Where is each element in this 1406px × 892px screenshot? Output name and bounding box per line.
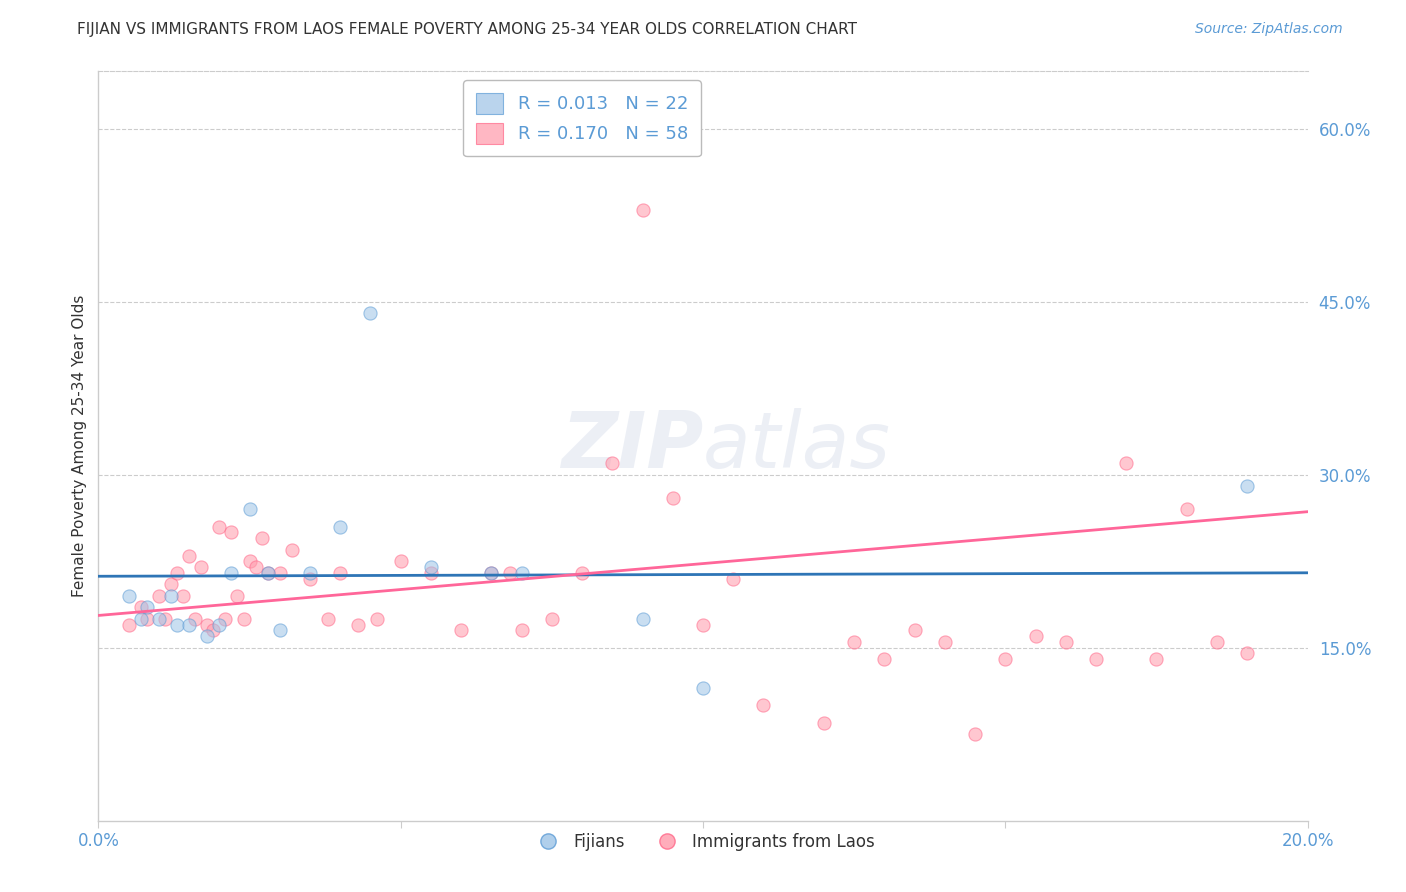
Immigrants from Laos bbox=[256, 566, 278, 580]
Immigrants from Laos bbox=[1085, 652, 1108, 666]
Fijians bbox=[160, 589, 183, 603]
Immigrants from Laos bbox=[450, 624, 472, 638]
Fijians bbox=[166, 617, 188, 632]
Immigrants from Laos bbox=[1144, 652, 1167, 666]
Fijians bbox=[129, 612, 152, 626]
Immigrants from Laos bbox=[420, 566, 443, 580]
Fijians bbox=[179, 617, 201, 632]
Fijians bbox=[256, 566, 278, 580]
Immigrants from Laos bbox=[752, 698, 775, 713]
Fijians bbox=[148, 612, 170, 626]
Immigrants from Laos bbox=[214, 612, 236, 626]
Immigrants from Laos bbox=[873, 652, 896, 666]
Immigrants from Laos bbox=[153, 612, 176, 626]
Immigrants from Laos bbox=[692, 617, 714, 632]
Fijians bbox=[221, 566, 243, 580]
Immigrants from Laos bbox=[1054, 635, 1077, 649]
Immigrants from Laos bbox=[232, 612, 254, 626]
Immigrants from Laos bbox=[723, 572, 745, 586]
Fijians bbox=[239, 502, 262, 516]
Immigrants from Laos bbox=[661, 491, 683, 505]
Text: atlas: atlas bbox=[703, 408, 891, 484]
Immigrants from Laos bbox=[540, 612, 562, 626]
Immigrants from Laos bbox=[1175, 502, 1198, 516]
Immigrants from Laos bbox=[148, 589, 170, 603]
Fijians bbox=[118, 589, 141, 603]
Text: ZIP: ZIP bbox=[561, 408, 703, 484]
Fijians bbox=[420, 560, 443, 574]
Immigrants from Laos bbox=[965, 727, 987, 741]
Immigrants from Laos bbox=[135, 612, 157, 626]
Immigrants from Laos bbox=[1115, 456, 1137, 470]
Immigrants from Laos bbox=[160, 577, 183, 591]
Immigrants from Laos bbox=[316, 612, 339, 626]
Immigrants from Laos bbox=[299, 572, 322, 586]
Immigrants from Laos bbox=[631, 202, 654, 217]
Immigrants from Laos bbox=[172, 589, 194, 603]
Immigrants from Laos bbox=[571, 566, 593, 580]
Text: Source: ZipAtlas.com: Source: ZipAtlas.com bbox=[1195, 22, 1343, 37]
Fijians bbox=[1236, 479, 1258, 493]
Immigrants from Laos bbox=[498, 566, 520, 580]
Immigrants from Laos bbox=[1024, 629, 1046, 643]
Immigrants from Laos bbox=[904, 624, 927, 638]
Immigrants from Laos bbox=[281, 542, 304, 557]
Immigrants from Laos bbox=[184, 612, 207, 626]
Immigrants from Laos bbox=[221, 525, 243, 540]
Immigrants from Laos bbox=[250, 531, 273, 545]
Immigrants from Laos bbox=[481, 566, 503, 580]
Immigrants from Laos bbox=[347, 617, 370, 632]
Text: FIJIAN VS IMMIGRANTS FROM LAOS FEMALE POVERTY AMONG 25-34 YEAR OLDS CORRELATION : FIJIAN VS IMMIGRANTS FROM LAOS FEMALE PO… bbox=[77, 22, 858, 37]
Immigrants from Laos bbox=[226, 589, 249, 603]
Immigrants from Laos bbox=[994, 652, 1017, 666]
Fijians bbox=[692, 681, 714, 695]
Immigrants from Laos bbox=[129, 600, 152, 615]
Immigrants from Laos bbox=[202, 624, 225, 638]
Immigrants from Laos bbox=[166, 566, 188, 580]
Immigrants from Laos bbox=[934, 635, 956, 649]
Fijians bbox=[299, 566, 322, 580]
Fijians bbox=[208, 617, 231, 632]
Immigrants from Laos bbox=[269, 566, 291, 580]
Immigrants from Laos bbox=[329, 566, 352, 580]
Immigrants from Laos bbox=[389, 554, 412, 568]
Fijians bbox=[631, 612, 654, 626]
Immigrants from Laos bbox=[813, 715, 835, 730]
Immigrants from Laos bbox=[245, 560, 267, 574]
Y-axis label: Female Poverty Among 25-34 Year Olds: Female Poverty Among 25-34 Year Olds bbox=[72, 295, 87, 597]
Immigrants from Laos bbox=[190, 560, 212, 574]
Fijians bbox=[195, 629, 218, 643]
Fijians bbox=[329, 519, 352, 533]
Immigrants from Laos bbox=[195, 617, 218, 632]
Legend: Fijians, Immigrants from Laos: Fijians, Immigrants from Laos bbox=[524, 826, 882, 857]
Immigrants from Laos bbox=[510, 624, 533, 638]
Immigrants from Laos bbox=[118, 617, 141, 632]
Immigrants from Laos bbox=[602, 456, 624, 470]
Immigrants from Laos bbox=[179, 549, 201, 563]
Immigrants from Laos bbox=[208, 519, 231, 533]
Fijians bbox=[510, 566, 533, 580]
Immigrants from Laos bbox=[1236, 647, 1258, 661]
Fijians bbox=[269, 624, 291, 638]
Fijians bbox=[481, 566, 503, 580]
Immigrants from Laos bbox=[366, 612, 388, 626]
Fijians bbox=[135, 600, 157, 615]
Immigrants from Laos bbox=[844, 635, 866, 649]
Immigrants from Laos bbox=[239, 554, 262, 568]
Fijians bbox=[360, 306, 382, 320]
Immigrants from Laos bbox=[1206, 635, 1229, 649]
